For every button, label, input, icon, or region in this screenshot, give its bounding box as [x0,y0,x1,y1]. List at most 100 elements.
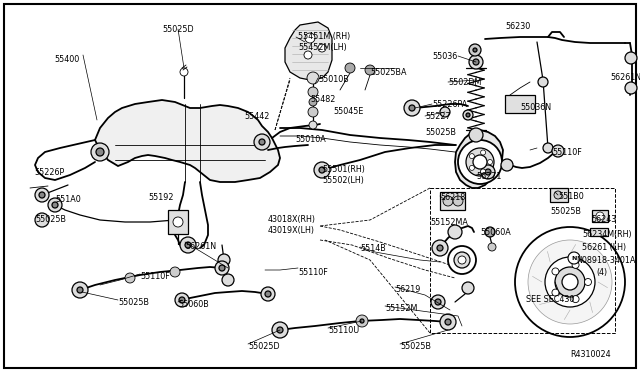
Polygon shape [285,22,332,80]
Circle shape [431,295,445,309]
Circle shape [259,139,265,145]
Text: 55110U: 55110U [328,326,359,335]
Circle shape [277,327,283,333]
Circle shape [219,265,225,271]
Bar [590,228,608,236]
Text: 5514B: 5514B [360,244,386,253]
Circle shape [435,299,441,305]
Circle shape [35,188,49,202]
Circle shape [552,145,564,157]
Text: 43019X(LH): 43019X(LH) [268,226,315,235]
Circle shape [538,77,548,87]
Text: 55226PA: 55226PA [432,100,467,109]
Text: 5502DM: 5502DM [448,78,481,87]
Text: 55025BA: 55025BA [370,68,406,77]
Text: 55036: 55036 [433,52,458,61]
Circle shape [515,227,625,337]
Circle shape [356,315,368,327]
Bar [430,188,615,333]
Circle shape [319,167,325,173]
Circle shape [404,100,420,116]
Polygon shape [455,130,503,188]
Circle shape [528,240,612,324]
Circle shape [305,33,315,43]
Circle shape [485,227,495,237]
Circle shape [185,242,191,248]
Circle shape [222,274,234,286]
Circle shape [52,202,58,208]
Circle shape [180,237,196,253]
Circle shape [48,198,62,212]
Circle shape [453,196,463,206]
Circle shape [272,322,288,338]
Circle shape [318,44,326,52]
Text: 55442: 55442 [244,112,270,121]
Circle shape [488,243,496,251]
Text: 55036N: 55036N [520,103,551,112]
Text: 55400: 55400 [55,55,80,64]
Text: 55110F: 55110F [298,268,328,277]
Circle shape [572,296,579,302]
Circle shape [481,150,486,155]
Circle shape [543,143,553,153]
Circle shape [409,105,415,111]
Text: 56230: 56230 [505,22,531,31]
Text: N08918-3401A: N08918-3401A [576,256,636,265]
Text: N: N [572,256,577,260]
Polygon shape [95,100,280,182]
Text: 55152MA: 55152MA [430,218,468,227]
Circle shape [469,128,483,142]
Circle shape [309,98,317,106]
Circle shape [473,155,487,169]
Circle shape [473,59,479,65]
Circle shape [469,44,481,56]
Circle shape [179,297,185,303]
Circle shape [554,191,562,199]
Text: 55010A: 55010A [295,135,326,144]
Circle shape [39,192,45,198]
Circle shape [481,165,495,179]
Text: 55110F: 55110F [552,148,582,157]
Circle shape [173,217,183,227]
Circle shape [35,213,49,227]
Circle shape [308,87,318,97]
Circle shape [308,107,318,117]
Text: 55501(RH): 55501(RH) [322,165,365,174]
Text: 55025B: 55025B [118,298,149,307]
Text: 56261 (LH): 56261 (LH) [582,243,626,252]
Text: 56271: 56271 [476,172,501,181]
Circle shape [440,107,450,117]
Circle shape [448,246,476,274]
Circle shape [501,159,513,171]
Circle shape [72,282,88,298]
Circle shape [625,82,637,94]
Circle shape [454,252,470,268]
Circle shape [625,52,637,64]
Text: 55060A: 55060A [480,228,511,237]
Circle shape [254,134,270,150]
Bar [592,210,608,222]
Circle shape [469,55,483,69]
Circle shape [488,160,493,164]
Circle shape [469,154,474,158]
Text: 55451M (RH): 55451M (RH) [298,32,350,41]
Bar [168,210,188,234]
Text: 55045E: 55045E [333,107,364,116]
Circle shape [314,162,330,178]
Text: 55502(LH): 55502(LH) [322,176,364,185]
Text: 55152M: 55152M [385,304,417,313]
Bar [550,188,568,202]
Text: 55010B: 55010B [318,75,349,84]
Text: 56261NA: 56261NA [610,73,640,82]
Circle shape [562,274,578,290]
Circle shape [440,314,456,330]
Circle shape [170,267,180,277]
Text: 55192: 55192 [148,193,173,202]
Text: 55025B: 55025B [425,128,456,137]
Circle shape [466,113,470,117]
Circle shape [458,140,502,184]
Text: (4): (4) [596,268,607,277]
Circle shape [180,68,188,76]
Text: 55025D: 55025D [248,342,280,351]
Circle shape [309,121,317,129]
